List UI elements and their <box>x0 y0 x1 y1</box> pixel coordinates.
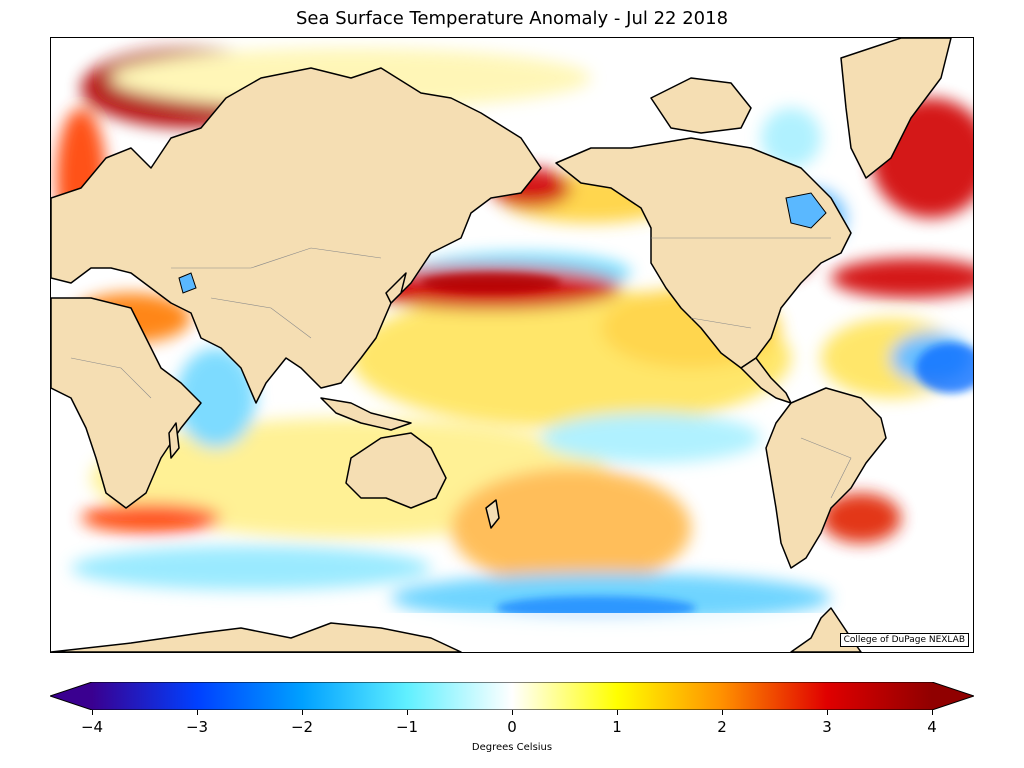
indonesia-landmass <box>320 397 412 431</box>
colorbar-tick-label: 2 <box>717 718 727 736</box>
anomaly-cool-arabian-sea <box>176 348 256 448</box>
colorbar-tick-mark <box>722 710 723 715</box>
anomaly-warm-agulhas <box>81 503 221 533</box>
colorbar-tick-label: 4 <box>927 718 937 736</box>
antarctica-landmass-left <box>51 622 462 652</box>
colorbar-tick-mark <box>617 710 618 715</box>
anomaly-cool-equatorial <box>541 413 761 463</box>
colorbar-tick-label: −1 <box>395 718 419 736</box>
colorbar-tick-label: 1 <box>612 718 622 736</box>
border-line-africa <box>70 357 152 399</box>
australia-landmass <box>345 432 447 509</box>
border-line-south-america <box>800 437 852 499</box>
colorbar-scale <box>92 682 932 710</box>
colorbar-tick-label: 0 <box>507 718 517 736</box>
colorbar-label: Degrees Celsius <box>471 742 553 753</box>
anomaly-warm-gulf-stream <box>831 258 973 298</box>
africa-landmass <box>51 297 202 509</box>
north-america-landmass <box>555 137 852 369</box>
arctic-islands-landmass <box>650 77 752 134</box>
lakes <box>178 192 827 294</box>
colorbar <box>50 682 974 710</box>
sst-anomaly-map: College of DuPage NEXLAB <box>50 37 974 653</box>
colorbar-tick-label: 3 <box>822 718 832 736</box>
anomaly-cool-baffin-bay <box>761 108 821 168</box>
colorbar-tick-mark <box>197 710 198 715</box>
colorbar-tick-mark <box>512 710 513 715</box>
colorbar-tick-mark <box>92 710 93 715</box>
colorbar-high-extend <box>932 682 974 710</box>
colorbar-tick-mark <box>932 710 933 715</box>
colorbar-tick-label: −2 <box>290 718 314 736</box>
caspian-sea-water <box>178 272 197 294</box>
map-title: Sea Surface Temperature Anomaly - Jul 22… <box>295 8 729 29</box>
credit-label: College of DuPage NEXLAB <box>839 633 969 647</box>
anomaly-cool-core-atlantic <box>916 343 973 393</box>
anomaly-warm-brazil-current <box>821 493 901 543</box>
colorbar-tick-mark <box>827 710 828 715</box>
map-canvas <box>51 38 973 652</box>
border-line-middle-east <box>210 297 312 339</box>
new-zealand-landmass <box>485 499 500 529</box>
madagascar-landmass <box>168 422 180 459</box>
colorbar-low-extend <box>50 682 92 710</box>
country-borders <box>70 237 852 499</box>
colorbar-tick-mark <box>302 710 303 715</box>
greenland-landmass <box>840 38 952 179</box>
anomaly-warm-core-kuroshio <box>421 273 561 293</box>
south-america-landmass <box>765 387 887 569</box>
colorbar-ticks: −4 −3 −2 −1 0 1 2 3 4 <box>0 710 1024 740</box>
colorbar-tick-label: −4 <box>80 718 104 736</box>
anomaly-warm-south-pacific <box>451 468 691 588</box>
japan-landmass <box>385 272 407 304</box>
colorbar-tick-mark <box>407 710 408 715</box>
central-america-landmass <box>740 357 792 404</box>
colorbar-tick-label: −3 <box>185 718 209 736</box>
land-masses <box>51 38 952 652</box>
hudson-bay-water <box>785 192 827 229</box>
anomaly-cool-south-indian <box>71 546 431 590</box>
border-line-us-mexico <box>690 317 752 329</box>
border-line-asia <box>171 247 382 269</box>
